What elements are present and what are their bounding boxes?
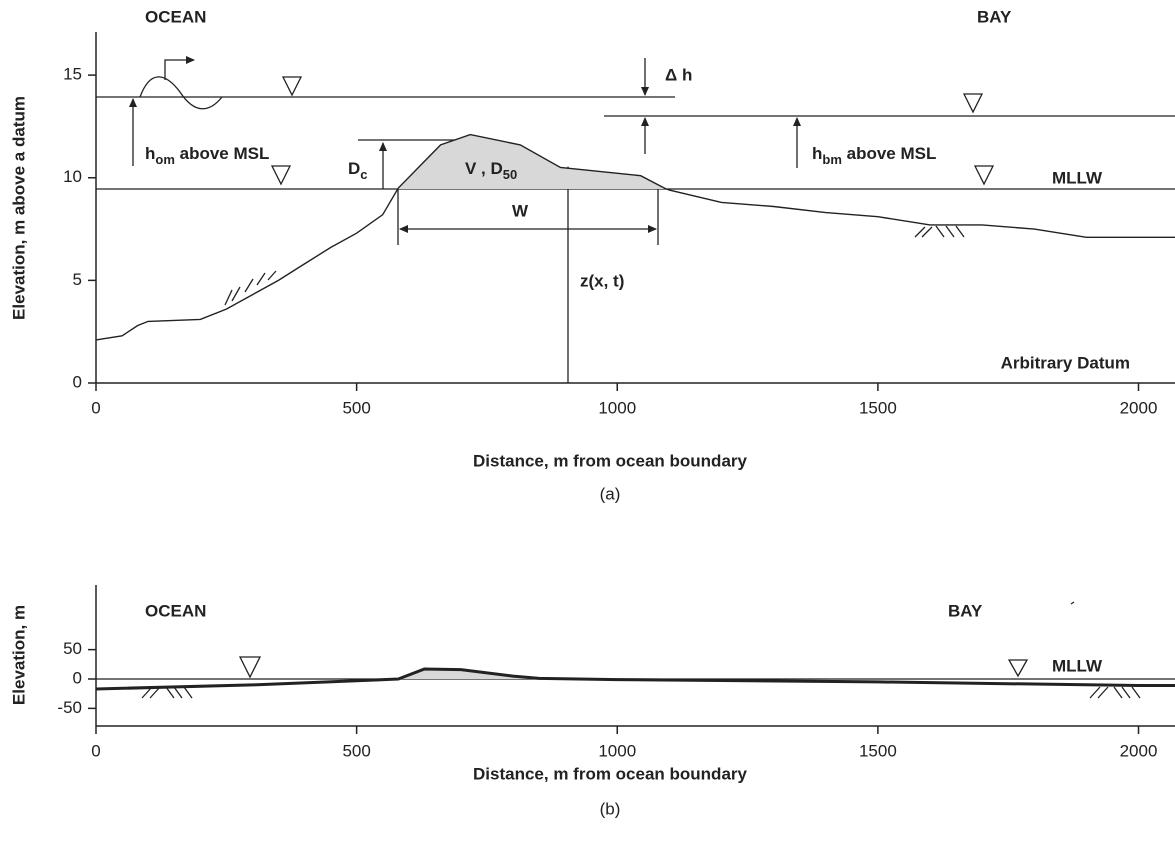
- y-tick-label: -50: [57, 698, 82, 717]
- caption: (a): [600, 484, 621, 503]
- x-tick-label: 0: [91, 398, 100, 417]
- x-tick-label: 2000: [1120, 398, 1158, 417]
- annotation: Dc: [348, 159, 368, 182]
- annotation-base: h: [145, 144, 155, 163]
- annotation-base: V , D: [465, 159, 503, 178]
- annotation: Arbitrary Datum: [1001, 353, 1130, 372]
- x-tick-label: 500: [342, 741, 370, 760]
- y-axis-label: Elevation, m: [9, 605, 28, 705]
- annotation: Δ h: [665, 65, 692, 84]
- annotation: hom above MSL: [145, 144, 269, 167]
- y-tick-label: 15: [63, 65, 82, 84]
- x-tick-label: 0: [91, 741, 100, 760]
- annotation: BAY: [977, 7, 1012, 26]
- y-tick-label: 50: [63, 639, 82, 658]
- y-tick-label: 5: [73, 270, 82, 289]
- annotation-subscript: c: [360, 167, 367, 182]
- annotation-subscript: 50: [503, 167, 517, 182]
- y-tick-label: 10: [63, 167, 82, 186]
- annotation: hbm above MSL: [812, 144, 936, 167]
- x-tick-label: 1000: [598, 741, 636, 760]
- x-tick-label: 2000: [1120, 741, 1158, 760]
- schematic-a: [96, 56, 1175, 383]
- profile-line: [95, 133, 1175, 341]
- x-tick-label: 1500: [859, 741, 897, 760]
- x-tick-label: 1000: [598, 398, 636, 417]
- annotation-base: D: [348, 159, 360, 178]
- x-tick-label: 1500: [859, 398, 897, 417]
- annotation: OCEAN: [145, 601, 206, 620]
- dune-fill: [397, 134, 664, 189]
- annotation: V , D50: [465, 159, 517, 182]
- profile-line: [95, 667, 1175, 691]
- annotation: BAY: [948, 601, 983, 620]
- annotation: z(x, t): [580, 271, 624, 290]
- annotation-subscript: om: [155, 152, 175, 167]
- annotation-tail: above MSL: [175, 144, 269, 163]
- annotation: MLLW: [1052, 656, 1103, 675]
- dune-fill: [398, 669, 548, 679]
- annotation: MLLW: [1052, 168, 1103, 187]
- annotation-tail: above MSL: [842, 144, 936, 163]
- annotation-base: h: [812, 144, 822, 163]
- schematic-b: [96, 601, 1175, 699]
- annotation-subscript: bm: [822, 152, 842, 167]
- annotation: OCEAN: [145, 7, 206, 26]
- x-axis-label: Distance, m from ocean boundary: [473, 451, 747, 470]
- y-axis-label: Elevation, m above a datum: [9, 96, 28, 320]
- x-axis-label: Distance, m from ocean boundary: [473, 764, 747, 783]
- x-tick-label: 500: [342, 398, 370, 417]
- annotation: W: [512, 201, 529, 220]
- y-tick-label: 0: [73, 372, 82, 391]
- y-tick-label: 0: [73, 668, 82, 687]
- caption: (b): [600, 799, 621, 818]
